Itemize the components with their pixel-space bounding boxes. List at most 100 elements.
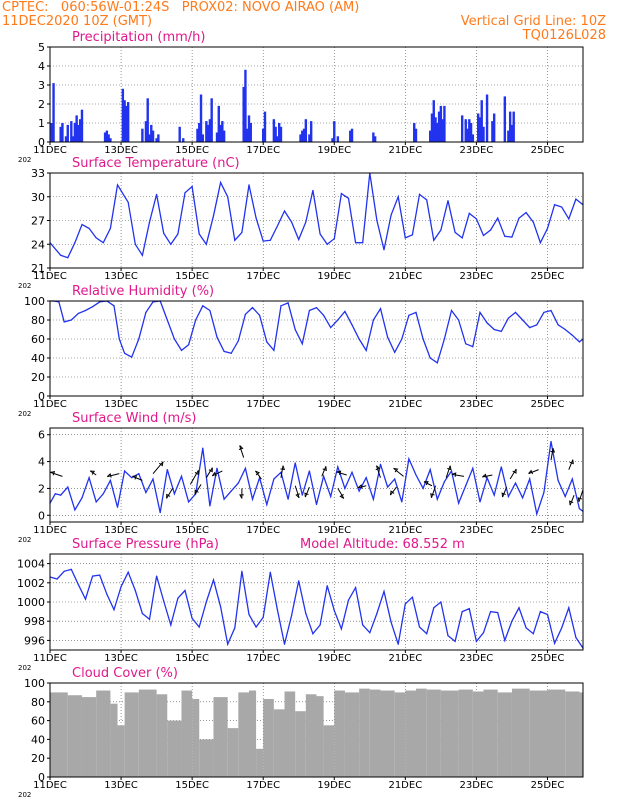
rh-point: [294, 328, 296, 331]
x-tick-label: 21DEC: [388, 271, 422, 282]
pres-point: [404, 603, 406, 605]
wind-point: [237, 482, 239, 484]
precip-bar: [439, 105, 443, 142]
rh-point: [351, 324, 353, 326]
precip-bar: [333, 121, 336, 142]
precip-bar: [222, 130, 226, 142]
wind-arrow-head: [50, 470, 56, 476]
wind-arrow-head: [322, 466, 327, 472]
wind-arrow: [509, 468, 517, 480]
x-tick-label: 19DEC: [317, 399, 351, 410]
wind-point: [145, 491, 147, 494]
precip-bar: [206, 124, 210, 142]
precip-bar: [262, 128, 265, 142]
temp-point: [319, 233, 321, 235]
wind-point: [323, 475, 325, 477]
precip-bar: [61, 123, 64, 142]
pres-point: [440, 601, 442, 603]
x-tick-label: 17DEC: [246, 145, 280, 156]
precip-bar: [77, 124, 80, 142]
x-tick-label: 13DEC: [104, 780, 138, 791]
temp-point: [141, 254, 143, 256]
precip-bar: [304, 119, 308, 142]
wind-point: [95, 501, 97, 503]
wind-point: [358, 490, 360, 492]
temp-point: [383, 249, 385, 251]
temp-point: [227, 196, 229, 198]
rh-point: [408, 314, 410, 316]
rh-point: [458, 319, 460, 321]
pres-point: [156, 575, 158, 577]
wind-point: [394, 478, 396, 480]
precip-bar: [219, 124, 222, 142]
rh-point: [145, 311, 147, 313]
rh-point: [358, 338, 360, 340]
temp-point: [305, 221, 307, 223]
pres-point: [497, 611, 499, 614]
wind-arrow-head: [482, 473, 487, 479]
precip-bar: [201, 134, 204, 142]
temp-point: [219, 181, 222, 184]
header-model-id: TQ0126L028: [522, 28, 606, 43]
wind-point: [173, 493, 175, 495]
pres-point: [70, 568, 72, 570]
pres-point: [568, 607, 570, 609]
temp-point: [504, 235, 506, 237]
panel-title: Surface Wind (m/s): [72, 411, 196, 426]
rh-point: [118, 338, 120, 340]
cloud-bar: [483, 689, 498, 777]
rh-point: [372, 319, 374, 321]
rh-point: [315, 307, 318, 309]
wind-arrow: [451, 473, 465, 477]
wind-arrow-head: [430, 493, 435, 498]
rh-point: [500, 330, 502, 332]
wind-point: [564, 495, 566, 498]
temp-point: [404, 237, 406, 239]
temp-point: [333, 238, 335, 240]
wind-point: [543, 491, 545, 494]
precip-bar: [468, 119, 471, 142]
temp-point: [291, 221, 293, 223]
temp-point: [518, 217, 520, 219]
wind-point: [372, 498, 374, 500]
rh-point: [152, 301, 154, 303]
precip-bar: [210, 98, 213, 142]
wind-point: [131, 477, 133, 479]
pres-point: [177, 597, 179, 599]
wind-arrow: [390, 486, 397, 496]
year-stub-label: 202: [18, 156, 31, 164]
wind-point: [124, 470, 126, 472]
pres-point: [283, 643, 286, 645]
y-tick-label: 0: [38, 390, 45, 403]
temp-point: [447, 200, 449, 202]
pres-point: [113, 609, 115, 611]
precip-bar: [476, 113, 480, 142]
y-tick-label: 33: [31, 167, 45, 180]
temp-point: [426, 199, 428, 201]
precip-bar: [492, 113, 496, 142]
temp-point: [326, 243, 328, 245]
rh-point: [450, 309, 453, 312]
precip-bar: [73, 123, 77, 142]
wind-arrow: [482, 474, 493, 478]
wind-point: [486, 477, 488, 479]
x-tick-label: 19DEC: [317, 271, 351, 282]
pres-point: [362, 624, 364, 626]
wind-arrow-head: [339, 494, 345, 499]
year-stub-label: 202: [18, 536, 31, 544]
temp-point: [67, 257, 69, 259]
wind-point: [408, 458, 410, 460]
precip-bar: [331, 138, 334, 142]
wind-point: [493, 494, 495, 496]
panel-rh: 0 20 40 60 80 100 11DEC 13DEC 15DEC 17DEC 19DEC 21D…: [18, 284, 584, 418]
wind-point: [230, 490, 232, 492]
x-tick-label: 11DEC: [33, 653, 67, 664]
pres-point: [141, 612, 143, 615]
pres-point: [454, 640, 456, 642]
wind-point: [415, 474, 417, 476]
x-tick-label: 19DEC: [317, 145, 351, 156]
precip-bar: [215, 132, 219, 142]
pres-point: [482, 632, 485, 634]
x-tick-label: 13DEC: [104, 399, 138, 410]
